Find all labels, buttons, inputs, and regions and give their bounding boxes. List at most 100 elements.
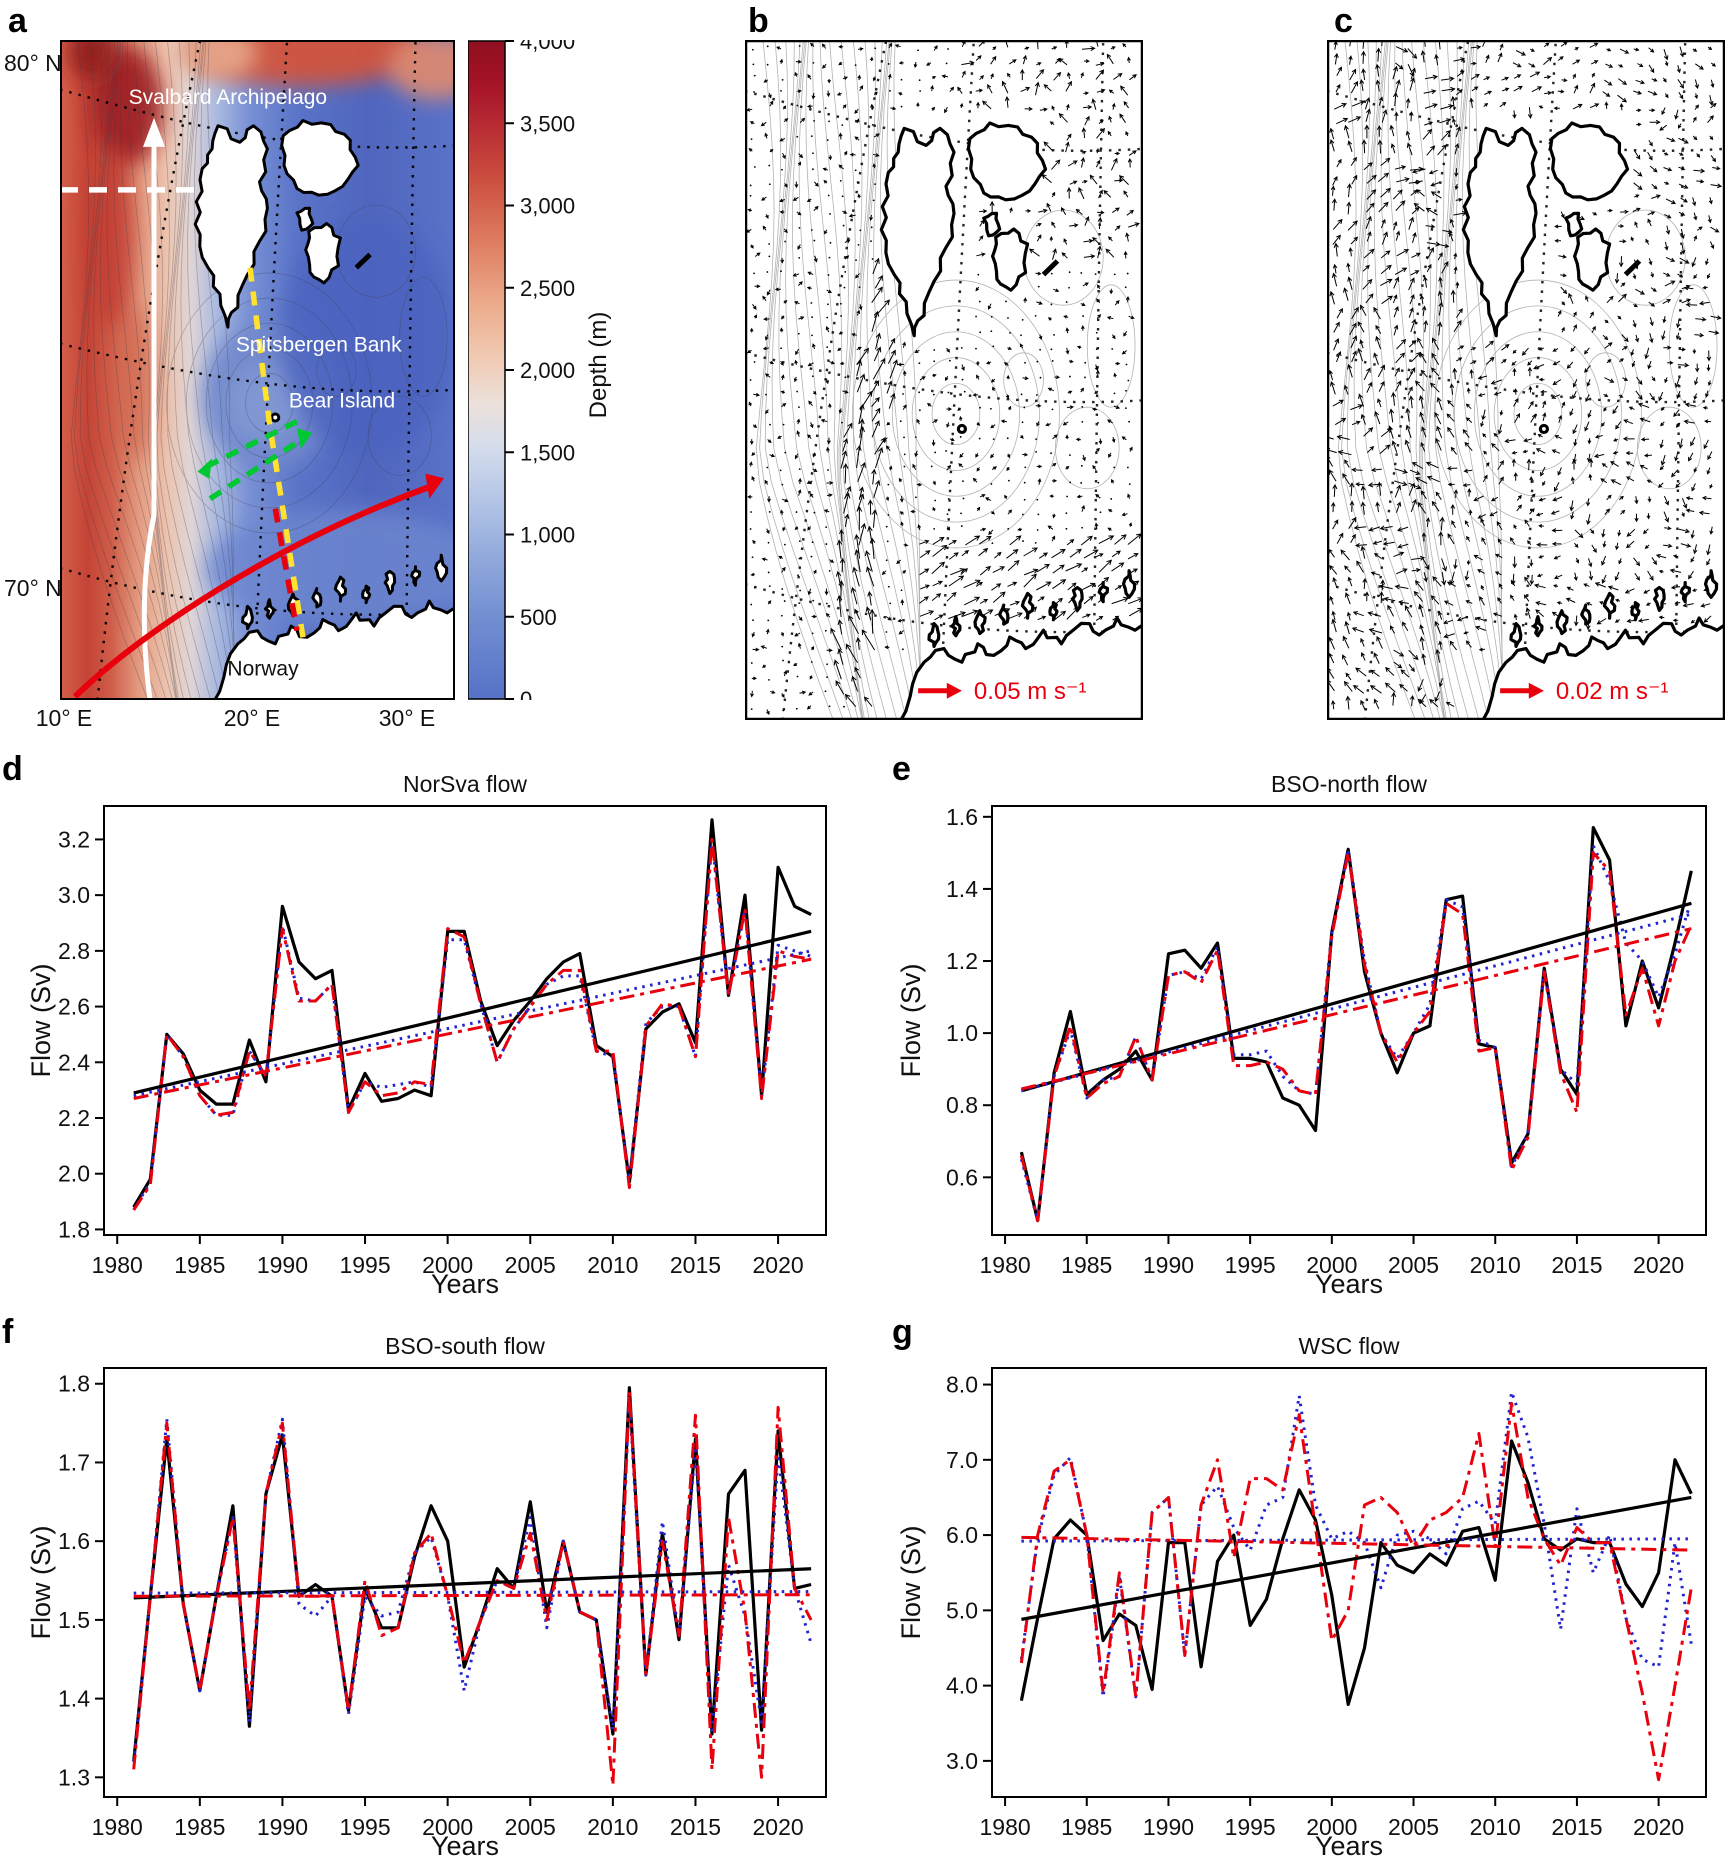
y-axis-label: Flow (Sv) — [28, 964, 56, 1078]
colorbar-tick-label: 1,500 — [520, 440, 575, 465]
x-tick-label: 2000 — [1306, 1814, 1357, 1840]
y-axis-label: Flow (Sv) — [898, 964, 926, 1078]
trend-red-dashdot — [133, 957, 812, 1100]
y-axis-ticks: 0.6 0.8 1.0 1.2 1.4 1.6 — [946, 804, 992, 1190]
y-tick-label: 1.4 — [58, 1686, 90, 1712]
y-axis-ticks: 1.3 1.4 1.5 1.6 1.7 1.8 — [58, 1371, 104, 1790]
x-tick-label: 2010 — [587, 1252, 638, 1278]
trend-red-dashdot — [133, 1593, 812, 1598]
ncc-red-arrow — [72, 482, 435, 699]
panel-label-f: f — [2, 1313, 14, 1351]
y-tick-label: 2.6 — [58, 994, 90, 1020]
trend-blue-dotted — [1021, 912, 1692, 1093]
series-red-dashdot — [132, 1390, 813, 1787]
colorbar-tick-label: 2,500 — [520, 276, 575, 301]
y-tick-label: 1.8 — [58, 1371, 90, 1397]
x-tick-label: 2015 — [1551, 1814, 1602, 1840]
x-tick-label: 2015 — [670, 1252, 721, 1278]
chart-title: NorSva flow — [403, 771, 527, 797]
y-axis-label: Flow (Sv) — [28, 1526, 56, 1640]
chart-title: BSO-south flow — [385, 1333, 545, 1359]
series-red-dashdot — [1019, 1401, 1693, 1782]
x-tick-label: 1995 — [1225, 1252, 1276, 1278]
y-tick-label: 1.8 — [58, 1216, 90, 1242]
velocity-vector-map-smoothed: 0.02 m s⁻¹ — [1327, 40, 1725, 720]
colorbar-tick-label: 3,500 — [520, 111, 575, 136]
current-annotation-arrows — [60, 117, 444, 700]
scale-arrow: 0.02 m s⁻¹ — [1500, 678, 1669, 705]
x-tick-label: 2005 — [1388, 1252, 1439, 1278]
velocity-vector-map-full: 0.05 m s⁻¹ — [745, 40, 1143, 720]
x-axis-ticks: 1980 1985 1990 1995 2000 2005 2010 2015 2020 — [979, 1235, 1684, 1278]
series-blue-dotted — [132, 1398, 813, 1762]
green-arrow-west — [202, 419, 299, 471]
y-tick-label: 1.5 — [58, 1607, 90, 1633]
y-tick-label: 2.0 — [58, 1161, 90, 1187]
x-tick-label: 1980 — [92, 1814, 143, 1840]
x-axis-label: Years — [1315, 1269, 1383, 1299]
y-tick-label: 2.4 — [58, 1049, 90, 1075]
map-place-labels: Svalbard Archipelago Spitsbergen Bank Bear… — [129, 86, 402, 681]
x-tick-label: 2000 — [422, 1814, 473, 1840]
x-axis-label: Years — [1315, 1831, 1383, 1861]
x-axis-ticks: 1980 1985 1990 1995 2000 2005 2010 2015 2020 — [979, 1797, 1684, 1840]
y-tick-label: 1.6 — [58, 1528, 90, 1554]
velocity-arrows — [745, 40, 1143, 716]
x-tick-label: 1995 — [339, 1252, 390, 1278]
yellow-dashed-section — [247, 267, 306, 638]
label-spitsbergen-bank: Spitsbergen Bank — [236, 334, 402, 357]
x-tick-label: 1990 — [1143, 1252, 1194, 1278]
x-tick-label: 1980 — [979, 1814, 1030, 1840]
land-coastlines — [193, 119, 455, 700]
x-tick-label: 2005 — [505, 1252, 556, 1278]
y-axis-ticks: 1.8 2.0 2.2 2.4 2.6 2.8 3.0 3.2 — [58, 826, 104, 1242]
y-tick-label: 3.2 — [58, 826, 90, 852]
chart-bso-north-flow: BSO-north flow 1980 1985 1990 1995 2000 2005 20… — [898, 771, 1707, 1299]
red-dashed-section — [272, 508, 300, 632]
x-tick-label: 2005 — [1388, 1814, 1439, 1840]
lon-label-30e: 30° E — [378, 705, 436, 731]
x-tick-label: 2005 — [505, 1814, 556, 1840]
trend-black-solid — [133, 929, 812, 1095]
trend-red-dashdot — [1021, 1535, 1692, 1552]
chart-wsc-flow: WSC flow 1980 1985 1990 1995 2000 2005 2010 2015… — [898, 1333, 1707, 1861]
x-tick-label: 2020 — [753, 1814, 804, 1840]
y-tick-label: 2.8 — [58, 938, 90, 964]
label-bear-island: Bear Island — [289, 390, 395, 413]
panel-label-e: e — [892, 750, 911, 788]
y-tick-label: 8.0 — [946, 1372, 978, 1398]
x-tick-label: 1990 — [1143, 1814, 1194, 1840]
series-black-solid — [1019, 1439, 1693, 1706]
x-tick-label: 1990 — [257, 1252, 308, 1278]
colorbar-tick-label: 2,000 — [520, 358, 575, 383]
panel-label-g: g — [892, 1313, 913, 1351]
y-tick-label: 0.8 — [946, 1092, 978, 1118]
y-tick-label: 6.0 — [946, 1522, 978, 1548]
lon-label-10e: 10° E — [35, 705, 93, 731]
x-tick-label: 2015 — [670, 1814, 721, 1840]
series-red-dashdot — [132, 837, 812, 1211]
y-tick-label: 1.4 — [946, 876, 978, 902]
x-tick-label: 2015 — [1551, 1252, 1602, 1278]
colorbar-tick-label: 0 — [520, 687, 532, 700]
y-axis-label: Flow (Sv) — [898, 1526, 926, 1640]
x-tick-label: 1985 — [174, 1252, 225, 1278]
wsc-white-arrow — [141, 142, 157, 700]
panel-label-b: b — [748, 2, 769, 40]
trend-blue-dotted — [133, 1590, 812, 1595]
x-tick-label: 2010 — [1470, 1252, 1521, 1278]
scale-arrow-label: 0.05 m s⁻¹ — [974, 678, 1087, 705]
y-tick-label: 1.3 — [58, 1764, 90, 1790]
bathymetry-contours — [1337, 40, 1718, 720]
trend-blue-dotted — [133, 949, 812, 1098]
series-red-dashdot — [1019, 851, 1693, 1223]
x-tick-label: 1995 — [1225, 1814, 1276, 1840]
x-tick-label: 1995 — [339, 1814, 390, 1840]
plot-frame — [103, 1367, 827, 1798]
y-tick-label: 2.2 — [58, 1105, 90, 1131]
y-tick-label: 0.6 — [946, 1164, 978, 1190]
y-axis-ticks: 3.0 4.0 5.0 6.0 7.0 8.0 — [946, 1372, 992, 1774]
x-tick-label: 2020 — [1633, 1252, 1684, 1278]
x-axis-label: Years — [431, 1831, 499, 1861]
